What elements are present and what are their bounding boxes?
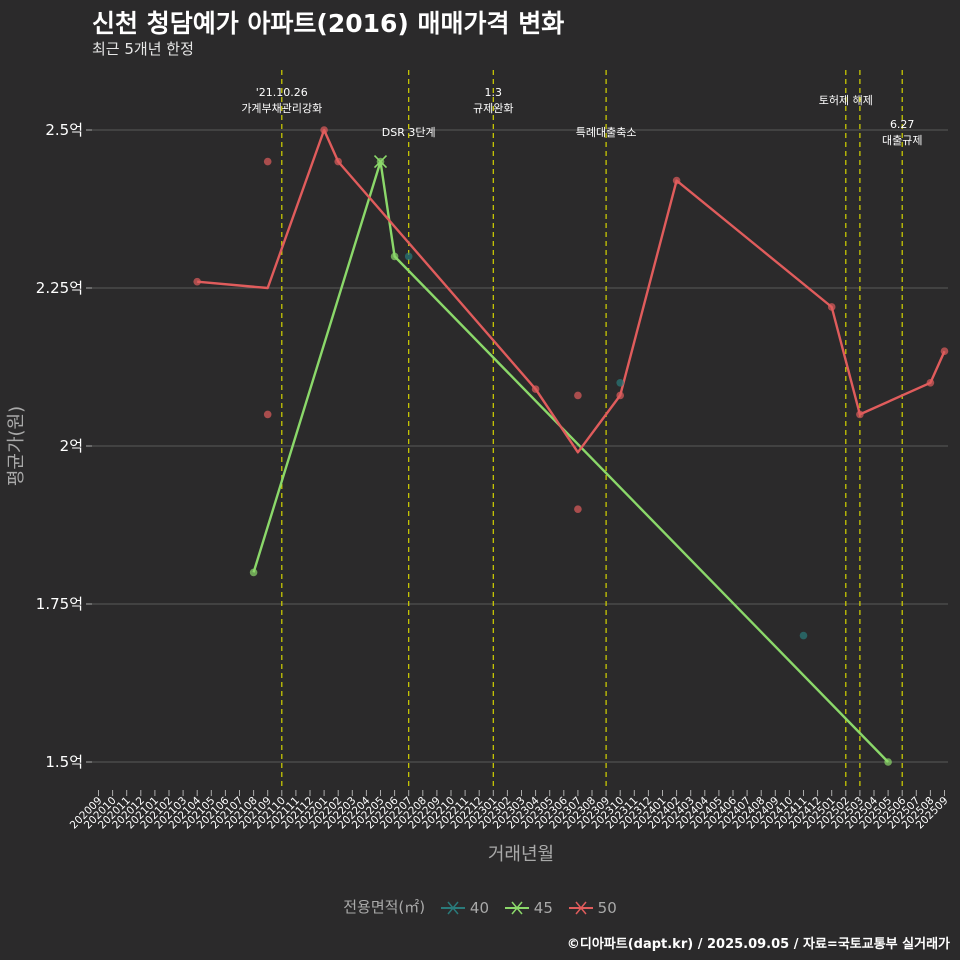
x-axis-title: 거래년월 [488,844,554,865]
event-label: 규제완화 [473,102,513,115]
data-point-50 [926,379,935,387]
event-label: 1.3 [485,86,503,99]
legend-key-40-icon [440,901,465,915]
event-label: 가계부채관리강화 [241,102,322,115]
legend-label-45: 45 [533,898,553,917]
y-tick-label: 1.5억 [45,753,83,771]
y-axis-title: 평균가(원) [6,406,27,486]
data-point-50 [263,157,272,166]
data-point-45 [884,758,892,766]
data-point-45 [249,568,258,577]
chart-title: 신천 청담예가 아파트(2016) 매매가격 변화 [92,9,565,38]
data-point-50 [574,391,582,400]
data-point-50 [334,157,343,166]
data-point-40 [799,631,808,640]
event-label: '21.10.26 [256,86,308,99]
data-point-50 [940,347,949,356]
event-label: 토허제 해제 [819,93,873,107]
data-point-50 [263,410,272,419]
data-point-40 [404,252,413,261]
data-point-45 [390,252,399,261]
y-tick-label: 2.25억 [36,279,83,297]
data-point-50 [193,277,201,286]
event-label: 대출규제 [882,134,922,147]
legend-key-45-icon [504,901,529,915]
data-point-40 [616,379,624,387]
data-point-50 [827,303,836,311]
data-point-50 [320,126,328,134]
data-point-50 [616,391,624,400]
legend-title: 전용면적(㎡) [343,898,426,916]
event-label: 6.27 [890,118,915,131]
legend-key-50-icon [568,901,593,915]
peak-marker-45 [373,155,388,169]
y-tick-label: 2.5억 [45,121,83,139]
data-point-50 [531,385,540,393]
event-label: 특례대출축소 [576,126,637,139]
data-point-50 [856,410,864,419]
y-tick-label: 2억 [60,437,83,455]
event-label: DSR 3단계 [382,126,436,139]
legend: 전용면적(㎡) 40 45 50 [0,896,960,917]
legend-label-50: 50 [597,898,617,917]
data-point-50 [672,176,681,185]
series-line-45 [252,160,889,763]
legend-label-40: 40 [469,898,490,917]
data-point-50 [574,505,582,513]
legend-item-40: 40 [440,898,489,917]
source-caption: ©디아파트(dapt.kr) / 2025.09.05 / 자료=국토교통부 실… [566,937,950,952]
chart-subtitle: 최근 5개년 한정 [92,40,194,58]
y-tick-label: 1.75억 [36,595,83,613]
series-line-50 [197,128,946,454]
legend-item-45: 45 [504,898,553,917]
legend-item-50: 50 [568,898,617,917]
